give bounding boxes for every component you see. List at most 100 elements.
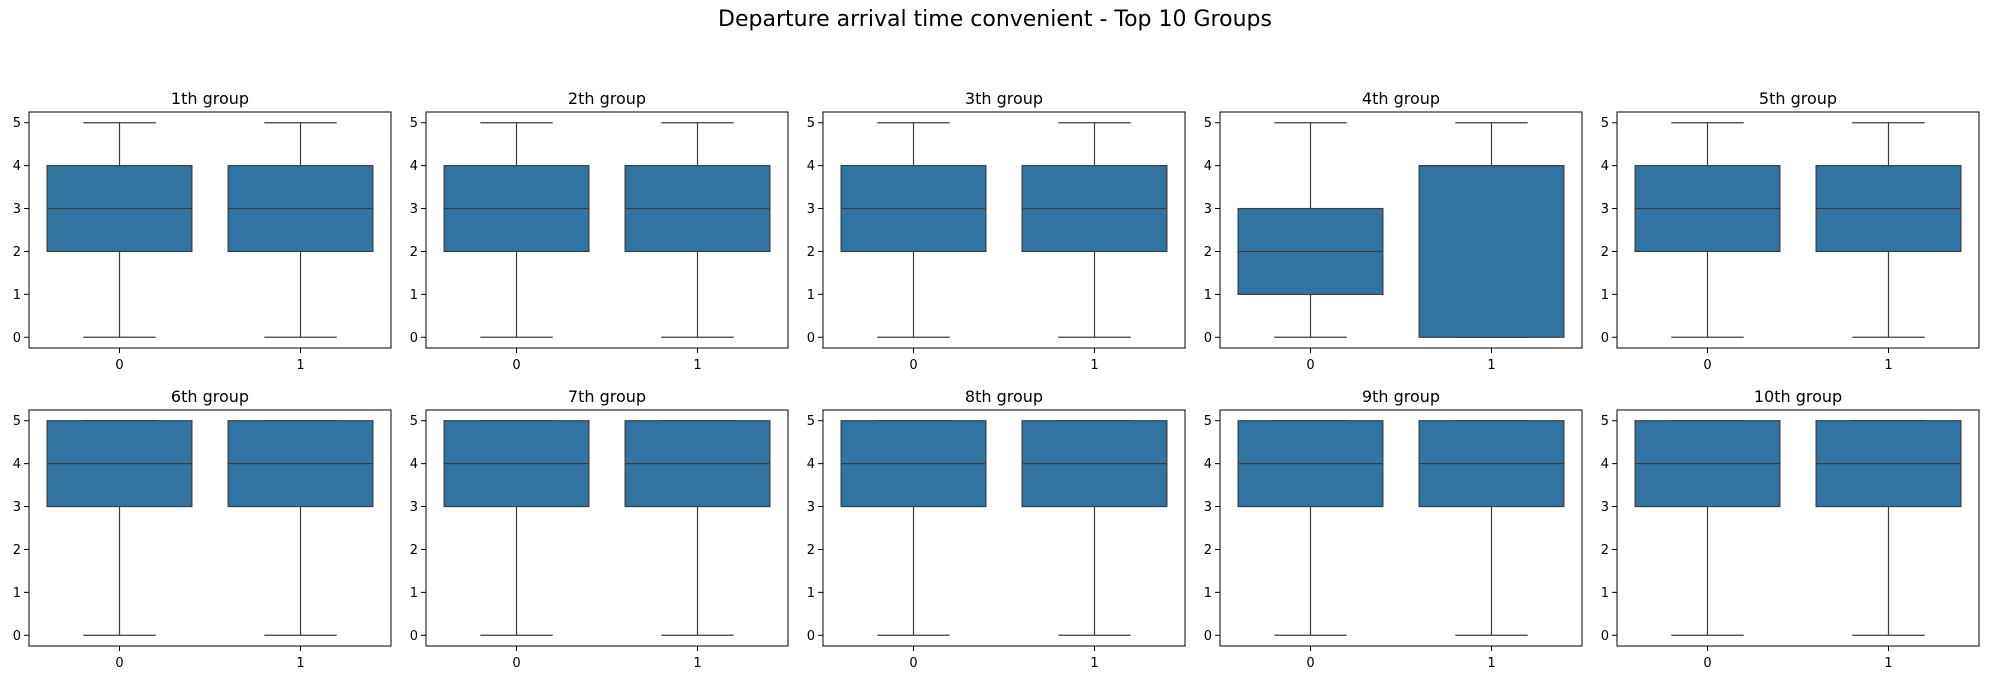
axes-frame	[1219, 409, 1583, 647]
y-tick-label: 4	[13, 159, 21, 174]
y-tick-label: 0	[807, 629, 815, 644]
box-0	[1237, 420, 1384, 636]
x-tick-label: 1	[693, 656, 701, 671]
y-tick-label: 0	[13, 629, 21, 644]
y-tick-label: 2	[13, 543, 21, 558]
x-tick-label: 0	[115, 656, 123, 671]
x-tick-label: 0	[115, 358, 123, 373]
y-tick-label: 3	[1204, 202, 1212, 217]
axes-frame	[822, 111, 1186, 349]
y-tick-label: 5	[1601, 414, 1609, 429]
x-tick-label: 0	[512, 656, 520, 671]
y-tick-label: 2	[1601, 245, 1609, 260]
box-0	[1634, 122, 1781, 338]
box-0	[46, 122, 193, 338]
y-tick-label: 4	[1601, 457, 1609, 472]
y-tick-label: 4	[13, 457, 21, 472]
y-tick-label: 3	[807, 202, 815, 217]
subplot-9: 9th group 0 1 2 3 4 5 0 1	[1204, 387, 1583, 671]
y-tick-label: 4	[1601, 159, 1609, 174]
y-tick-label: 2	[410, 543, 418, 558]
x-tick-label: 0	[909, 656, 917, 671]
x-tick-label: 1	[1090, 358, 1098, 373]
x-tick-label: 0	[1703, 656, 1711, 671]
subplot-8: 8th group 0 1 2 3 4 5 0 1	[807, 387, 1186, 671]
y-tick-label: 4	[807, 457, 815, 472]
x-tick-label: 1	[1090, 656, 1098, 671]
subplot-title: 5th group	[1759, 89, 1837, 108]
y-tick-label: 1	[1204, 586, 1212, 601]
y-tick-label: 1	[1601, 288, 1609, 303]
box-0	[1634, 420, 1781, 636]
y-tick-label: 2	[13, 245, 21, 260]
x-tick-label: 1	[296, 656, 304, 671]
y-tick-label: 4	[1204, 159, 1212, 174]
axes-frame	[28, 111, 392, 349]
box-1	[1021, 122, 1168, 338]
y-tick-label: 5	[807, 414, 815, 429]
axes-frame	[822, 409, 1186, 647]
subplot-10: 10th group 0 1 2 3 4 5 0 1	[1601, 387, 1980, 671]
y-tick-label: 2	[807, 543, 815, 558]
subplot-3: 3th group 0 1 2 3 4 5 0 1	[807, 89, 1186, 373]
y-tick-label: 0	[1204, 629, 1212, 644]
y-tick-label: 1	[410, 586, 418, 601]
box-1	[227, 122, 374, 338]
y-tick-label: 5	[807, 116, 815, 131]
y-tick-label: 1	[13, 288, 21, 303]
y-tick-label: 2	[1601, 543, 1609, 558]
subplot-title: 6th group	[171, 387, 249, 406]
y-tick-label: 5	[410, 116, 418, 131]
y-tick-label: 5	[1204, 414, 1212, 429]
y-tick-label: 4	[410, 159, 418, 174]
x-tick-label: 1	[1487, 656, 1495, 671]
box-0	[46, 420, 193, 636]
y-tick-label: 2	[807, 245, 815, 260]
y-tick-label: 0	[807, 331, 815, 346]
y-tick-label: 4	[807, 159, 815, 174]
box-1	[1418, 420, 1565, 636]
y-tick-label: 1	[13, 586, 21, 601]
y-tick-label: 3	[1204, 500, 1212, 515]
subplot-title: 10th group	[1754, 387, 1842, 406]
x-tick-label: 0	[1306, 656, 1314, 671]
subplot-title: 7th group	[568, 387, 646, 406]
box-0	[840, 420, 987, 636]
x-tick-label: 0	[1703, 358, 1711, 373]
y-tick-label: 3	[1601, 500, 1609, 515]
box-1	[1418, 122, 1565, 338]
y-tick-label: 5	[1601, 116, 1609, 131]
subplot-4: 4th group 0 1 2 3 4 5 0 1	[1204, 89, 1583, 373]
x-tick-label: 1	[1884, 656, 1892, 671]
x-tick-label: 1	[1487, 358, 1495, 373]
subplot-7: 7th group 0 1 2 3 4 5 0 1	[410, 387, 789, 671]
box-1	[624, 122, 771, 338]
y-tick-label: 1	[807, 586, 815, 601]
y-tick-label: 5	[13, 116, 21, 131]
y-tick-label: 4	[1204, 457, 1212, 472]
subplot-title: 9th group	[1362, 387, 1440, 406]
y-tick-label: 4	[410, 457, 418, 472]
y-tick-label: 1	[807, 288, 815, 303]
subplot-5: 5th group 0 1 2 3 4 5 0 1	[1601, 89, 1980, 373]
box-1	[1021, 420, 1168, 636]
y-tick-label: 1	[410, 288, 418, 303]
y-tick-label: 3	[410, 500, 418, 515]
y-tick-label: 5	[410, 414, 418, 429]
subplot-title: 3th group	[965, 89, 1043, 108]
y-tick-label: 0	[1601, 629, 1609, 644]
subplot-2: 2th group 0 1 2 3 4 5 0 1	[410, 89, 789, 373]
y-tick-label: 3	[13, 500, 21, 515]
x-tick-label: 0	[1306, 358, 1314, 373]
box-1	[1815, 420, 1962, 636]
y-tick-label: 2	[410, 245, 418, 260]
subplot-6: 6th group 0 1 2 3 4 5 0 1	[13, 387, 392, 671]
box-1	[624, 420, 771, 636]
subplot-title: 1th group	[171, 89, 249, 108]
subplot-1: 1th group 0 1 2 3 4 5 0 1	[13, 89, 392, 373]
subplot-title: 8th group	[965, 387, 1043, 406]
axes-frame	[425, 409, 789, 647]
